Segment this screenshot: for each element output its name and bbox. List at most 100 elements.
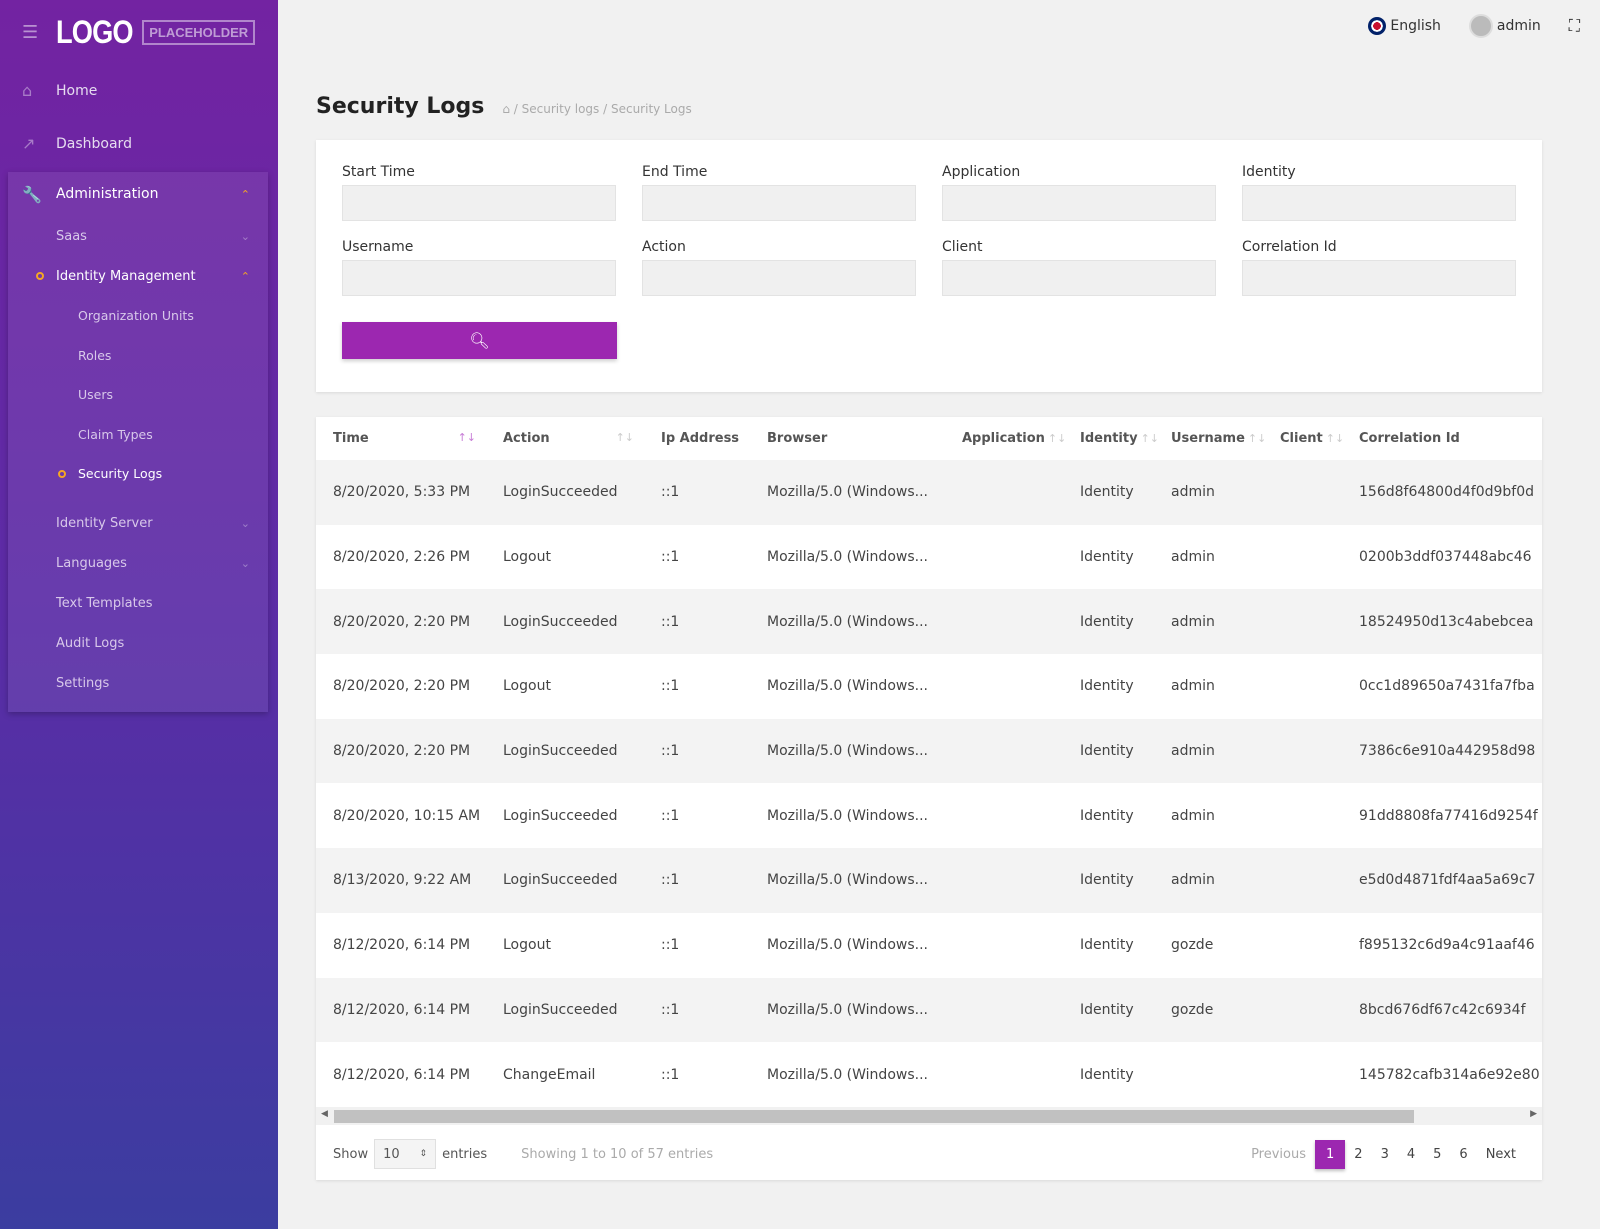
sidebar-item-dashboard[interactable]: ↗ Dashboard	[0, 117, 278, 170]
column-header[interactable]: Correlation Id	[1342, 417, 1542, 460]
column-header[interactable]: Time ↑↓	[316, 417, 486, 460]
sidebar-item-users[interactable]: Users	[78, 387, 114, 403]
show-label: Show	[333, 1146, 369, 1162]
next-button[interactable]: Next	[1485, 1146, 1516, 1162]
sort-icon[interactable]: ↑↓	[615, 431, 634, 444]
identity-input[interactable]	[1242, 185, 1516, 221]
column-header[interactable]: Client ↑↓	[1263, 417, 1345, 460]
correlation-id-input[interactable]	[1242, 260, 1516, 296]
page-button[interactable]: 6	[1459, 1146, 1468, 1162]
sidebar-item-organization-units[interactable]: Organization Units	[78, 308, 194, 324]
column-header[interactable]: Identity ↑↓	[1063, 417, 1159, 460]
sidebar-item-label: Identity Management	[56, 268, 196, 284]
table-cell	[945, 719, 1063, 784]
sidebar-item-saas[interactable]: Saas ⌄	[8, 216, 268, 256]
page-button[interactable]: 1	[1315, 1139, 1346, 1169]
table-cell: 0200b3ddf037448abc46	[1359, 549, 1532, 566]
table-cell: Mozilla/5.0 (Windows...	[767, 613, 928, 630]
table-cell	[1263, 719, 1342, 784]
table-row[interactable]: 8/12/2020, 6:14 PM LoginSucceeded::1 Mozil…	[316, 977, 1542, 1043]
sidebar-item-text-templates[interactable]: Text Templates	[56, 596, 153, 611]
sidebar-item-administration[interactable]: 🔧 Administration ⌃	[8, 172, 268, 216]
sidebar-item-home[interactable]: ⌂ Home	[0, 64, 278, 117]
table-cell	[1263, 848, 1342, 913]
logo-placeholder: PLACEHOLDER	[142, 19, 256, 45]
correlation-id-label: Correlation Id	[1242, 239, 1337, 255]
fullscreen-icon[interactable]: ⛶	[1568, 16, 1580, 35]
column-header[interactable]: Username ↑↓	[1154, 417, 1267, 460]
table-row[interactable]: 8/20/2020, 2:26 PM Logout::1 Mozilla/5.0 (…	[316, 525, 1542, 590]
sidebar-item-identity-server[interactable]: Identity Server ⌄	[8, 504, 268, 544]
logo: LOGO	[56, 13, 134, 50]
page-button[interactable]: 4	[1406, 1146, 1416, 1162]
scroll-right-icon[interactable]: ▶	[1530, 1109, 1537, 1119]
page-button[interactable]: 3	[1380, 1146, 1389, 1162]
user-menu[interactable]: admin	[1468, 14, 1541, 38]
previous-button[interactable]: Previous	[1251, 1146, 1307, 1162]
table-cell: ::1	[661, 937, 680, 954]
scrollbar-thumb[interactable]	[334, 1110, 1414, 1123]
column-header-label: Application	[962, 431, 1045, 446]
table-cell: Identity	[1080, 484, 1134, 501]
table-row[interactable]: 8/20/2020, 2:20 PM LoginSucceeded::1 Mozil…	[316, 589, 1542, 655]
sort-icon[interactable]: ↑↓	[457, 431, 476, 444]
application-input[interactable]	[942, 185, 1216, 221]
action-input[interactable]	[642, 260, 916, 296]
sort-icon[interactable]: ↑↓	[1047, 432, 1067, 445]
page-button[interactable]: 5	[1433, 1146, 1442, 1162]
username-input[interactable]	[342, 260, 616, 296]
hamburger-menu-icon[interactable]: ☰	[22, 21, 39, 43]
sidebar-item-claim-types[interactable]: Claim Types	[78, 426, 153, 442]
sidebar-item-security-logs[interactable]: Security Logs	[8, 454, 268, 494]
sort-icon[interactable]: ↑↓	[1325, 432, 1345, 445]
column-header[interactable]: Action ↑↓	[486, 417, 644, 460]
username-label: Username	[342, 239, 414, 255]
table-cell: Mozilla/5.0 (Windows...	[767, 1001, 928, 1018]
table-cell: 7386c6e910a442958d98	[1359, 743, 1536, 760]
end-time-input[interactable]	[642, 185, 916, 221]
breadcrumb-item[interactable]: Security logs	[521, 102, 600, 116]
filter-card: Start Time End Time Application Identity…	[316, 140, 1542, 392]
table-row[interactable]: 8/13/2020, 9:22 AM LoginSucceeded::1 Mozil…	[316, 848, 1542, 913]
table-cell: 156d8f64800d4f0d9bf0d	[1359, 484, 1535, 501]
table-row[interactable]: 8/12/2020, 6:14 PM Logout::1 Mozilla/5.0 (…	[316, 913, 1542, 978]
table-row[interactable]: 8/20/2020, 5:33 PM LoginSucceeded::1 Mozil…	[316, 460, 1542, 525]
table-row[interactable]: 8/20/2020, 2:20 PM Logout::1 Mozilla/5.0 (…	[316, 654, 1542, 719]
table-cell: Logout	[503, 937, 551, 954]
sidebar-item-audit-logs[interactable]: Audit Logs	[56, 636, 125, 651]
table-footer: Show 10 ⇕ entries Showing 1 to 10 of 57 e…	[333, 1139, 1525, 1169]
home-icon[interactable]: ⌂	[502, 102, 510, 116]
table-cell: 18524950d13c4abebcea	[1359, 613, 1534, 630]
sidebar-item-roles[interactable]: Roles	[78, 347, 112, 363]
start-time-label: Start Time	[342, 164, 415, 180]
page-button[interactable]: 2	[1354, 1146, 1363, 1162]
language-selector[interactable]: English	[1368, 17, 1441, 35]
table-row[interactable]: 8/12/2020, 6:14 PM ChangeEmail::1 Mozilla/…	[316, 1042, 1542, 1107]
column-header[interactable]: Ip Address	[644, 417, 750, 460]
table-cell: Identity	[1080, 613, 1134, 630]
sidebar-item-settings[interactable]: Settings	[56, 676, 110, 691]
start-time-input[interactable]	[342, 185, 616, 221]
column-header[interactable]: Application ↑↓	[945, 417, 1067, 460]
sidebar-item-identity-management[interactable]: Identity Management ⌃	[8, 256, 268, 296]
table-cell: 8/20/2020, 2:26 PM	[333, 549, 471, 566]
sort-icon[interactable]: ↑↓	[1247, 432, 1267, 445]
column-header[interactable]: Browser	[750, 417, 945, 460]
table-row[interactable]: 8/20/2020, 2:20 PM LoginSucceeded::1 Mozil…	[316, 718, 1542, 784]
active-dot-icon	[36, 272, 44, 280]
table-cell	[945, 589, 1063, 654]
table-cell: admin	[1171, 549, 1215, 566]
search-icon: 🔍︎	[469, 332, 490, 350]
table-cell	[1263, 978, 1342, 1043]
table-cell	[1263, 654, 1342, 719]
table-row[interactable]: 8/20/2020, 10:15 AM LoginSucceeded::1 Mozi…	[316, 783, 1542, 848]
active-dot-icon	[58, 469, 66, 478]
client-input[interactable]	[942, 260, 1216, 296]
sidebar-item-languages[interactable]: Languages ⌄	[8, 544, 268, 584]
page-size-select[interactable]: 10 ⇕	[374, 1139, 437, 1169]
search-button[interactable]: 🔍︎	[342, 322, 617, 359]
sort-icon[interactable]: ↑↓	[1140, 432, 1160, 445]
scroll-left-icon[interactable]: ◀	[321, 1109, 328, 1119]
horizontal-scrollbar[interactable]: ◀ ▶	[316, 1107, 1542, 1125]
uk-flag-icon	[1368, 17, 1387, 35]
